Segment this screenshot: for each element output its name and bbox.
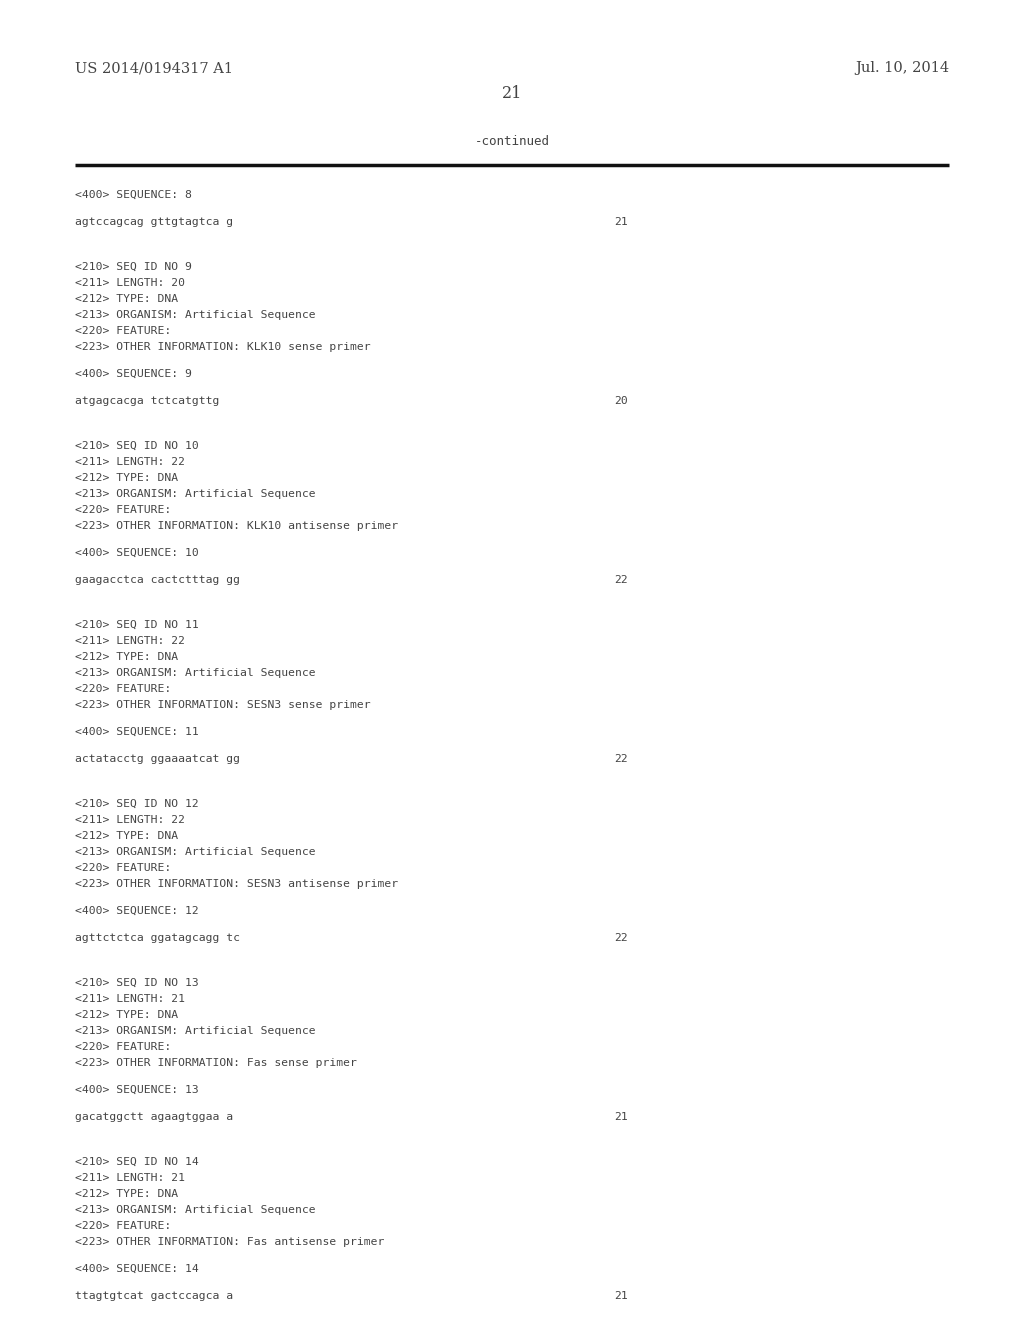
Text: gacatggctt agaagtggaa a: gacatggctt agaagtggaa a [75, 1111, 232, 1122]
Text: 21: 21 [614, 1111, 628, 1122]
Text: <212> TYPE: DNA: <212> TYPE: DNA [75, 473, 178, 483]
Text: <211> LENGTH: 22: <211> LENGTH: 22 [75, 457, 184, 467]
Text: <212> TYPE: DNA: <212> TYPE: DNA [75, 1189, 178, 1199]
Text: <212> TYPE: DNA: <212> TYPE: DNA [75, 652, 178, 663]
Text: <212> TYPE: DNA: <212> TYPE: DNA [75, 1010, 178, 1020]
Text: <400> SEQUENCE: 14: <400> SEQUENCE: 14 [75, 1265, 199, 1274]
Text: 21: 21 [502, 84, 522, 102]
Text: <220> FEATURE:: <220> FEATURE: [75, 863, 171, 873]
Text: <400> SEQUENCE: 10: <400> SEQUENCE: 10 [75, 548, 199, 558]
Text: <223> OTHER INFORMATION: KLK10 antisense primer: <223> OTHER INFORMATION: KLK10 antisense… [75, 521, 398, 531]
Text: actatacctg ggaaaatcat gg: actatacctg ggaaaatcat gg [75, 754, 240, 764]
Text: 21: 21 [614, 216, 628, 227]
Text: <223> OTHER INFORMATION: SESN3 antisense primer: <223> OTHER INFORMATION: SESN3 antisense… [75, 879, 398, 888]
Text: <213> ORGANISM: Artificial Sequence: <213> ORGANISM: Artificial Sequence [75, 310, 315, 319]
Text: ttagtgtcat gactccagca a: ttagtgtcat gactccagca a [75, 1291, 232, 1302]
Text: <213> ORGANISM: Artificial Sequence: <213> ORGANISM: Artificial Sequence [75, 668, 315, 678]
Text: <210> SEQ ID NO 12: <210> SEQ ID NO 12 [75, 799, 199, 809]
Text: 22: 22 [614, 576, 628, 585]
Text: 22: 22 [614, 933, 628, 942]
Text: agtccagcag gttgtagtca g: agtccagcag gttgtagtca g [75, 216, 232, 227]
Text: 20: 20 [614, 396, 628, 407]
Text: atgagcacga tctcatgttg: atgagcacga tctcatgttg [75, 396, 219, 407]
Text: gaagacctca cactctttag gg: gaagacctca cactctttag gg [75, 576, 240, 585]
Text: Jul. 10, 2014: Jul. 10, 2014 [855, 61, 949, 75]
Text: <223> OTHER INFORMATION: SESN3 sense primer: <223> OTHER INFORMATION: SESN3 sense pri… [75, 700, 371, 710]
Text: <211> LENGTH: 22: <211> LENGTH: 22 [75, 814, 184, 825]
Text: <212> TYPE: DNA: <212> TYPE: DNA [75, 832, 178, 841]
Text: <400> SEQUENCE: 12: <400> SEQUENCE: 12 [75, 906, 199, 916]
Text: <211> LENGTH: 20: <211> LENGTH: 20 [75, 279, 184, 288]
Text: <210> SEQ ID NO 9: <210> SEQ ID NO 9 [75, 261, 191, 272]
Text: <213> ORGANISM: Artificial Sequence: <213> ORGANISM: Artificial Sequence [75, 1026, 315, 1036]
Text: <220> FEATURE:: <220> FEATURE: [75, 326, 171, 337]
Text: <223> OTHER INFORMATION: Fas sense primer: <223> OTHER INFORMATION: Fas sense prime… [75, 1059, 356, 1068]
Text: <213> ORGANISM: Artificial Sequence: <213> ORGANISM: Artificial Sequence [75, 1205, 315, 1214]
Text: agttctctca ggatagcagg tc: agttctctca ggatagcagg tc [75, 933, 240, 942]
Text: <211> LENGTH: 21: <211> LENGTH: 21 [75, 1173, 184, 1183]
Text: <213> ORGANISM: Artificial Sequence: <213> ORGANISM: Artificial Sequence [75, 847, 315, 857]
Text: <211> LENGTH: 22: <211> LENGTH: 22 [75, 636, 184, 645]
Text: 22: 22 [614, 754, 628, 764]
Text: <210> SEQ ID NO 14: <210> SEQ ID NO 14 [75, 1158, 199, 1167]
Text: <400> SEQUENCE: 11: <400> SEQUENCE: 11 [75, 727, 199, 737]
Text: <400> SEQUENCE: 13: <400> SEQUENCE: 13 [75, 1085, 199, 1096]
Text: <223> OTHER INFORMATION: Fas antisense primer: <223> OTHER INFORMATION: Fas antisense p… [75, 1237, 384, 1247]
Text: <210> SEQ ID NO 11: <210> SEQ ID NO 11 [75, 620, 199, 630]
Text: US 2014/0194317 A1: US 2014/0194317 A1 [75, 61, 232, 75]
Text: <211> LENGTH: 21: <211> LENGTH: 21 [75, 994, 184, 1005]
Text: <220> FEATURE:: <220> FEATURE: [75, 1041, 171, 1052]
Text: 21: 21 [614, 1291, 628, 1302]
Text: <213> ORGANISM: Artificial Sequence: <213> ORGANISM: Artificial Sequence [75, 488, 315, 499]
Text: <210> SEQ ID NO 13: <210> SEQ ID NO 13 [75, 978, 199, 987]
Text: <220> FEATURE:: <220> FEATURE: [75, 506, 171, 515]
Text: <223> OTHER INFORMATION: KLK10 sense primer: <223> OTHER INFORMATION: KLK10 sense pri… [75, 342, 371, 352]
Text: <220> FEATURE:: <220> FEATURE: [75, 1221, 171, 1232]
Text: <400> SEQUENCE: 8: <400> SEQUENCE: 8 [75, 190, 191, 201]
Text: <220> FEATURE:: <220> FEATURE: [75, 684, 171, 694]
Text: -continued: -continued [474, 135, 550, 148]
Text: <400> SEQUENCE: 9: <400> SEQUENCE: 9 [75, 370, 191, 379]
Text: <212> TYPE: DNA: <212> TYPE: DNA [75, 294, 178, 304]
Text: <210> SEQ ID NO 10: <210> SEQ ID NO 10 [75, 441, 199, 451]
